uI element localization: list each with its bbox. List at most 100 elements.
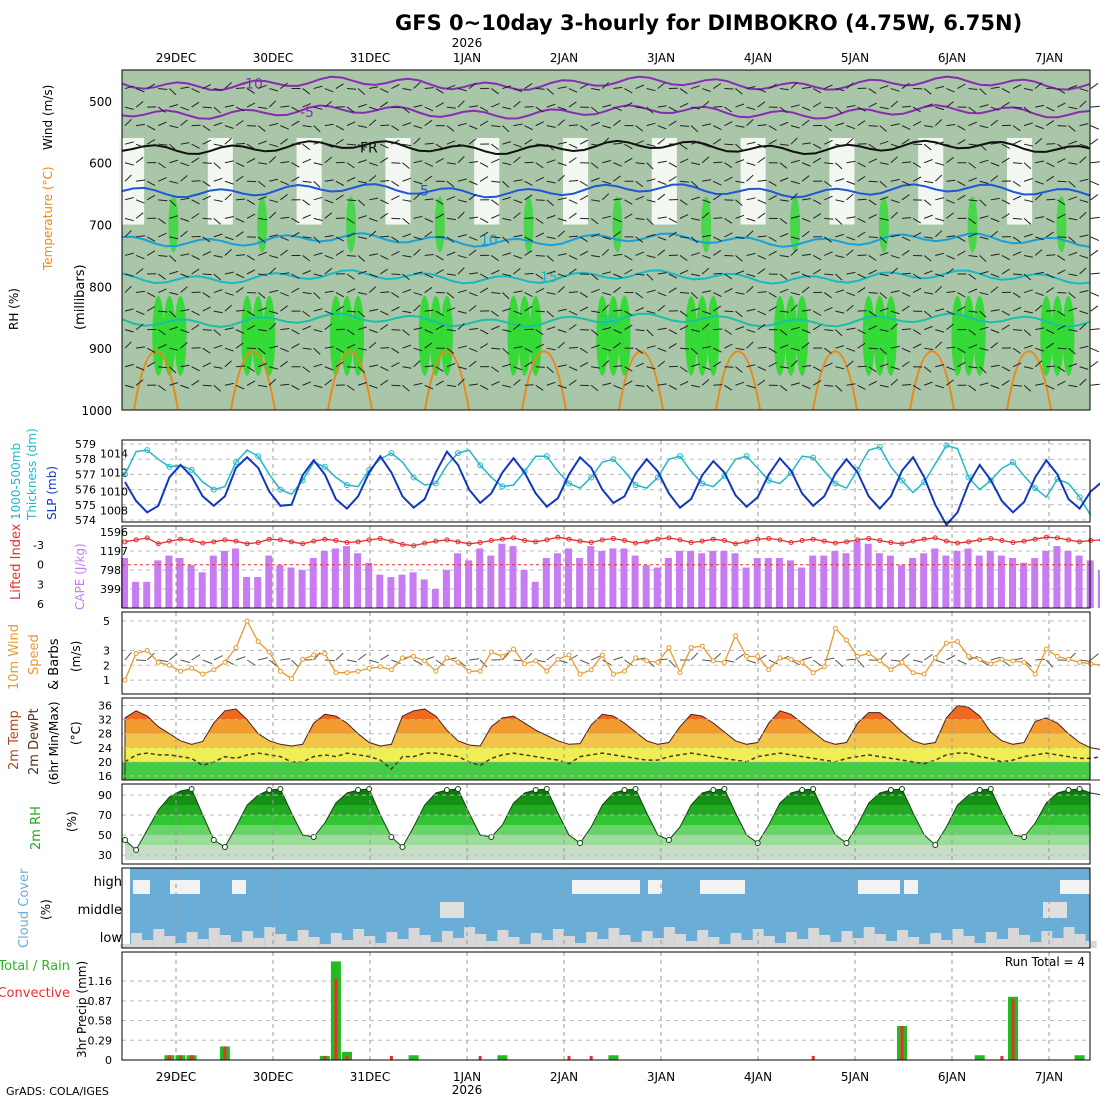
- wind-barb: [346, 384, 355, 391]
- x-tick-bottom: 4JAN: [744, 1070, 772, 1084]
- rh-high-blob: [341, 295, 353, 376]
- surface-wind-barb: [280, 658, 291, 661]
- lifted-point: [522, 538, 528, 544]
- lifted-point: [366, 537, 372, 543]
- wind-barb: [657, 305, 666, 312]
- rh-low-patch: [929, 138, 944, 225]
- wind-barb: [1079, 178, 1089, 182]
- wind-barb: [424, 119, 433, 127]
- wind-barb: [613, 309, 623, 312]
- precip-convective-bar: [179, 1055, 182, 1060]
- wind-barb: [868, 158, 878, 164]
- wind-barb: [713, 384, 723, 386]
- wind-barb: [701, 323, 710, 331]
- thickness-point: [987, 477, 994, 484]
- wind-barb: [280, 236, 289, 241]
- wind-barb: [324, 379, 333, 386]
- wind-barb: [191, 88, 200, 94]
- wind-barb: [280, 105, 290, 108]
- cape-bar: [1053, 546, 1061, 608]
- wind-barb: [735, 310, 743, 318]
- wind-barb: [779, 177, 789, 182]
- wind-barb: [479, 329, 489, 335]
- wind-barb: [491, 269, 500, 275]
- lifted-point: [211, 539, 217, 545]
- wind-barb: [402, 162, 410, 169]
- rh-high-blob: [1056, 196, 1067, 253]
- wind-barb: [857, 273, 866, 279]
- wind-barb: [1046, 87, 1056, 90]
- wind-speed-point: [189, 665, 195, 671]
- wind-barb: [1023, 344, 1033, 349]
- precip-convective-bar: [567, 1055, 571, 1060]
- cloud-low-fill: [1030, 942, 1042, 948]
- wind-barb: [1046, 310, 1056, 312]
- wind-barb: [224, 82, 232, 89]
- cloud-high-gap: [648, 880, 662, 894]
- wind-barb: [602, 104, 612, 108]
- wind-barb: [1023, 233, 1033, 238]
- wind-barb: [679, 236, 690, 239]
- wind-barb: [513, 143, 523, 148]
- pressure-tick: 800: [89, 280, 112, 294]
- wind-barb: [923, 143, 932, 151]
- wind-barb: [924, 103, 933, 108]
- wind-barb: [835, 88, 845, 92]
- cape-bar: [798, 567, 806, 608]
- cloud-low-fill: [619, 935, 631, 948]
- wind-barb: [635, 273, 645, 276]
- wind-barb: [846, 193, 854, 201]
- wind-barb: [235, 309, 246, 312]
- wind-speed-point: [466, 668, 472, 674]
- cape-bar: [1020, 562, 1028, 608]
- wind-barb: [879, 217, 889, 221]
- wind-barb: [557, 162, 567, 166]
- wind-barb: [879, 162, 889, 165]
- wind-barb: [701, 156, 710, 164]
- wind-barb: [191, 143, 200, 149]
- x-tick-bottom: 31DEC: [350, 1070, 390, 1084]
- wind-barb: [269, 234, 279, 238]
- thickness-point: [1032, 485, 1039, 492]
- wind-barb: [446, 347, 455, 355]
- cloud-middle-label: middle: [78, 903, 122, 918]
- wind-barb: [435, 380, 444, 386]
- wind-barb: [546, 347, 556, 351]
- wind-barb: [1046, 287, 1055, 293]
- wind-barb: [124, 162, 134, 166]
- thickness-point: [188, 466, 195, 473]
- wind-barb: [746, 106, 756, 111]
- wind-barb: [335, 125, 345, 131]
- surface-wind-barb: [746, 659, 757, 664]
- wind-barb: [213, 233, 223, 238]
- surface-wind-barb: [946, 654, 956, 661]
- wind-barb: [557, 106, 567, 111]
- wind-barb: [835, 384, 843, 392]
- wind-barb: [369, 308, 379, 312]
- wind-barb: [446, 125, 455, 132]
- wind-barb: [546, 292, 556, 295]
- wind-barb: [1090, 180, 1100, 186]
- wind-barb: [235, 175, 244, 182]
- wind-barb: [202, 251, 212, 256]
- wind-barb: [1090, 236, 1100, 242]
- wind-barb: [313, 292, 321, 300]
- wind-barb: [990, 217, 1000, 223]
- cloud-low-fill: [408, 928, 420, 948]
- wind-barb: [479, 384, 489, 391]
- thickness-point: [277, 486, 284, 493]
- slp-tick: 1010: [100, 486, 128, 499]
- wind-barb: [779, 199, 789, 202]
- wind-barb: [835, 273, 843, 281]
- wind-barb: [546, 270, 556, 275]
- wind-barb: [491, 88, 499, 95]
- cape-bar: [132, 581, 140, 608]
- wind-barb: [213, 143, 223, 147]
- cloud-low-fill: [253, 938, 265, 948]
- wind-barb: [202, 236, 211, 243]
- wind-barb: [935, 162, 945, 166]
- precip-convective-bar: [1011, 998, 1015, 1060]
- wind-barb: [169, 366, 177, 374]
- wind-barb: [546, 214, 556, 219]
- wind-barb: [235, 384, 245, 390]
